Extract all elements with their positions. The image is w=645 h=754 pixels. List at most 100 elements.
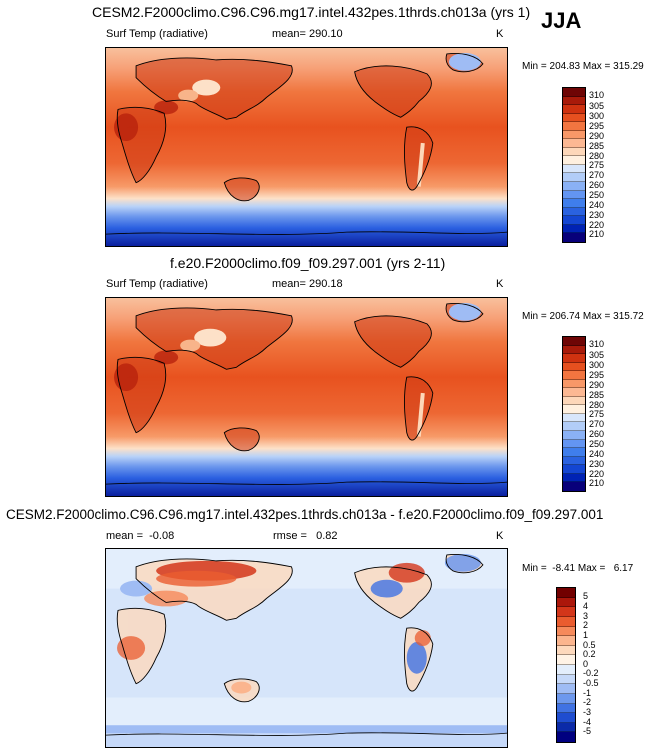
colorbar-swatch <box>563 164 585 174</box>
colorbar-swatch <box>563 337 585 346</box>
colorbar-swatch <box>563 190 585 200</box>
colorbar-swatch <box>557 645 575 656</box>
colorbar-swatch <box>557 684 575 694</box>
colorbar-tick-label: 240 <box>589 449 605 459</box>
colorbar-swatch <box>563 388 585 397</box>
colorbar-swatch <box>563 362 585 372</box>
colorbar-tick-label: -3 <box>583 707 592 717</box>
colorbar-tick-label: 240 <box>589 200 605 210</box>
colorbar-swatch <box>557 655 575 665</box>
colorbar-swatch <box>563 345 585 355</box>
colorbar-swatch <box>557 636 575 646</box>
colorbar-swatch <box>563 122 585 131</box>
colorbar-tick-label: 290 <box>589 131 605 141</box>
colorbar-swatch <box>557 722 575 733</box>
panel1-title: CESM2.F2000climo.C96.C96.mg17.intel.432p… <box>92 4 531 20</box>
colorbar-swatch <box>563 105 585 114</box>
colorbar-swatch <box>557 732 575 742</box>
colorbar-swatch <box>563 173 585 183</box>
colorbar-tick-label: 5 <box>583 591 589 601</box>
colorbar-swatch <box>563 182 585 191</box>
colorbar-swatch <box>563 130 585 140</box>
colorbar-tick-label: 210 <box>589 229 605 239</box>
colorbar-swatch <box>563 405 585 414</box>
colorbar-swatch <box>557 626 575 637</box>
colorbar-tick-label: 250 <box>589 439 605 449</box>
panel1-units-label: K <box>496 28 504 40</box>
colorbar-tick-label: 1 <box>583 630 589 640</box>
colorbar-tick-label: 305 <box>589 101 605 111</box>
panel2-temperature-map <box>105 297 508 497</box>
colorbar-swatch <box>563 439 585 449</box>
colorbar-swatch <box>563 139 585 148</box>
colorbar-swatch <box>563 456 585 466</box>
colorbar-tick-label: 285 <box>589 390 605 400</box>
colorbar-tick-label: 0.5 <box>583 640 596 650</box>
colorbar-tick-label: 310 <box>589 339 605 349</box>
colorbar-swatch <box>557 616 575 627</box>
colorbar-tick-label: -0.5 <box>583 678 599 688</box>
colorbar-swatch <box>563 422 585 432</box>
colorbar-tick-label: 220 <box>589 220 605 230</box>
colorbar-swatch <box>563 88 585 97</box>
panel3-mean-label: mean = -0.08 <box>106 530 175 542</box>
panel2-colorbar <box>562 336 586 492</box>
colorbar-tick-label: 230 <box>589 210 605 220</box>
panel1-temperature-map <box>105 47 508 247</box>
colorbar-tick-label: -5 <box>583 726 592 736</box>
colorbar-tick-label: 2 <box>583 620 589 630</box>
panel2-mean-label: mean= 290.18 <box>272 278 343 290</box>
panel1-colorbar <box>562 87 586 243</box>
colorbar-tick-label: 310 <box>589 90 605 100</box>
colorbar-swatch <box>563 207 585 217</box>
colorbar-swatch <box>563 396 585 406</box>
colorbar-tick-label: 0.2 <box>583 649 596 659</box>
colorbar-tick-label: -2 <box>583 697 592 707</box>
panel1-variable-label: Surf Temp (radiative) <box>106 28 208 40</box>
colorbar-tick-label: 295 <box>589 121 605 131</box>
colorbar-tick-label: 280 <box>589 151 605 161</box>
colorbar-tick-label: 210 <box>589 478 605 488</box>
colorbar-tick-label: 300 <box>589 360 605 370</box>
colorbar-swatch <box>557 597 575 608</box>
colorbar-tick-label: -4 <box>583 717 592 727</box>
colorbar-tick-label: -1 <box>583 688 592 698</box>
colorbar-tick-label: 290 <box>589 380 605 390</box>
colorbar-tick-label: 4 <box>583 601 589 611</box>
colorbar-swatch <box>563 354 585 363</box>
colorbar-swatch <box>557 607 575 617</box>
colorbar-tick-label: 220 <box>589 469 605 479</box>
colorbar-tick-label: 3 <box>583 611 589 621</box>
colorbar-swatch <box>563 371 585 380</box>
colorbar-tick-label: 270 <box>589 170 605 180</box>
colorbar-swatch <box>563 156 585 165</box>
panel2-title: f.e20.F2000climo.f09_f09.297.001 (yrs 2-… <box>170 255 446 271</box>
colorbar-swatch <box>563 465 585 474</box>
colorbar-swatch <box>557 665 575 675</box>
colorbar-swatch <box>563 379 585 389</box>
season-label: JJA <box>541 8 582 33</box>
colorbar-tick-label: 285 <box>589 141 605 151</box>
colorbar-swatch <box>563 96 585 106</box>
colorbar-tick-label: 260 <box>589 429 605 439</box>
colorbar-swatch <box>563 431 585 440</box>
colorbar-tick-label: 275 <box>589 409 605 419</box>
colorbar-swatch <box>557 703 575 714</box>
colorbar-swatch <box>557 588 575 598</box>
colorbar-swatch <box>563 448 585 457</box>
colorbar-tick-label: 230 <box>589 459 605 469</box>
panel3-rmse-label: rmse = 0.82 <box>273 530 338 542</box>
colorbar-swatch <box>557 674 575 685</box>
panel1-mean-label: mean= 290.10 <box>272 28 343 40</box>
colorbar-tick-label: 250 <box>589 190 605 200</box>
colorbar-swatch <box>563 199 585 208</box>
colorbar-tick-label: 0 <box>583 659 589 669</box>
colorbar-swatch <box>563 233 585 242</box>
colorbar-swatch <box>563 224 585 234</box>
colorbar-tick-label: 275 <box>589 160 605 170</box>
colorbar-swatch <box>557 713 575 723</box>
panel1-minmax: Min = 204.83 Max = 315.29 <box>522 61 644 72</box>
panel3-title: CESM2.F2000climo.C96.C96.mg17.intel.432p… <box>6 507 604 522</box>
panel3-colorbar <box>556 587 576 743</box>
panel3-difference-map <box>105 548 508 748</box>
